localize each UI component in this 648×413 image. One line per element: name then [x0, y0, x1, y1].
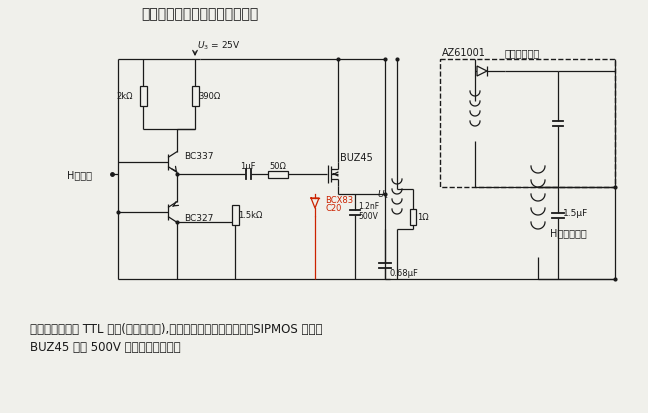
- Bar: [440, 60, 615, 188]
- Text: $U_3$ = 25V: $U_3$ = 25V: [197, 40, 240, 52]
- Text: 50Ω: 50Ω: [270, 162, 286, 171]
- Text: BUZ45 具有 500V 的阻断电压能力。: BUZ45 具有 500V 的阻断电压能力。: [30, 341, 181, 354]
- Text: 2kΩ: 2kΩ: [117, 92, 133, 101]
- Text: BC337: BC337: [184, 152, 213, 161]
- Bar: [231, 206, 238, 225]
- Text: 数据监视器用水平偏转线圈电路: 数据监视器用水平偏转线圈电路: [141, 7, 259, 21]
- Text: 1.5kΩ: 1.5kΩ: [238, 211, 262, 220]
- Polygon shape: [477, 67, 487, 77]
- Text: H－控制: H－控制: [67, 170, 93, 180]
- Text: 电路输入端可接 TTL 器件(集电极开路),采用互补晶体管作驱动级。SIPMOS 晶体管: 电路输入端可接 TTL 器件(集电极开路),采用互补晶体管作驱动级。SIPMOS…: [30, 323, 323, 336]
- Text: $U_1$: $U_1$: [377, 188, 389, 201]
- Bar: [139, 87, 146, 107]
- Text: C20: C20: [325, 204, 341, 213]
- Text: BC327: BC327: [184, 214, 213, 223]
- Text: 0.68μF: 0.68μF: [389, 269, 418, 278]
- Text: BUZ45: BUZ45: [340, 153, 373, 163]
- Text: AZ61001: AZ61001: [442, 48, 486, 58]
- Bar: [268, 171, 288, 178]
- Bar: [192, 87, 198, 107]
- Bar: [410, 209, 416, 225]
- Text: 500V: 500V: [358, 212, 378, 221]
- Text: BCX83: BCX83: [325, 196, 353, 205]
- Text: 1.2nF: 1.2nF: [358, 202, 379, 211]
- Text: 390Ω: 390Ω: [198, 92, 220, 101]
- Text: H－偏转线圈: H－偏转线圈: [550, 228, 586, 237]
- Text: 1Ω: 1Ω: [417, 213, 428, 222]
- Text: 高压至显象管: 高压至显象管: [505, 48, 540, 58]
- Text: 1.5μF: 1.5μF: [563, 209, 588, 218]
- Text: 1μF: 1μF: [240, 162, 256, 171]
